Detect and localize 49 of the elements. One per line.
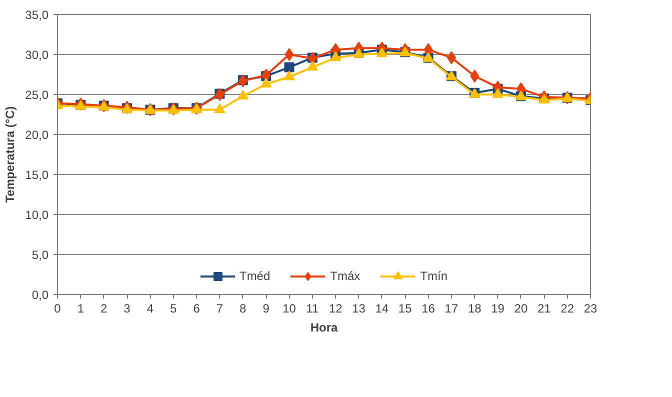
x-tick-label: 1 (77, 302, 84, 316)
legend-label: Tméd (239, 269, 270, 283)
x-tick-label: 9 (262, 302, 270, 316)
x-tick-label: 18 (468, 302, 482, 316)
x-tick-label: 12 (328, 302, 343, 316)
point (306, 61, 318, 71)
point (492, 88, 504, 98)
point (284, 62, 294, 72)
x-tick-label: 2 (100, 302, 108, 316)
x-tick-label: 15 (398, 302, 412, 316)
x-tick-label: 3 (124, 302, 131, 316)
x-tick-label: 10 (282, 302, 296, 316)
point (376, 47, 388, 58)
x-tick-label: 21 (537, 302, 552, 316)
y-tick-label: 15,0 (25, 168, 49, 182)
x-tick-label: 14 (375, 302, 389, 316)
x-tick-label: 7 (216, 302, 224, 316)
x-tick-label: 19 (491, 302, 505, 316)
x-tick-label: 22 (560, 302, 574, 316)
legend-label: Tmín (420, 269, 448, 283)
y-tick-label: 5,0 (32, 248, 49, 262)
x-tick-label: 17 (444, 302, 458, 316)
point (237, 90, 248, 100)
x-tick-label: 11 (306, 302, 319, 316)
x-tick-label: 23 (584, 302, 598, 316)
x-axis-title: Hora (310, 320, 338, 334)
y-tick-label: 20,0 (25, 128, 49, 142)
x-tick-label: 6 (193, 302, 200, 316)
point (214, 103, 226, 114)
point (260, 78, 272, 88)
y-tick-label: 30,0 (25, 48, 49, 62)
x-tick-label: 13 (352, 302, 366, 316)
point (446, 51, 456, 64)
point (284, 70, 295, 80)
y-tick-label: 10,0 (25, 208, 49, 222)
x-tick-label: 16 (422, 302, 436, 316)
y-tick-label: 35,0 (25, 8, 49, 22)
point (330, 51, 342, 62)
point (284, 48, 294, 61)
x-tick-label: 20 (514, 302, 528, 316)
point (470, 70, 480, 83)
y-axis-title: Temperatura (°C) (3, 106, 18, 203)
legend-label: Tmáx (330, 269, 360, 283)
y-tick-label: 25,0 (25, 88, 49, 102)
x-tick-label: 4 (146, 302, 154, 316)
x-tick-label: 5 (170, 302, 178, 316)
x-tick-label: 8 (240, 302, 247, 316)
x-tick-label: 0 (54, 302, 62, 316)
y-tick-label: 0,0 (32, 288, 49, 302)
